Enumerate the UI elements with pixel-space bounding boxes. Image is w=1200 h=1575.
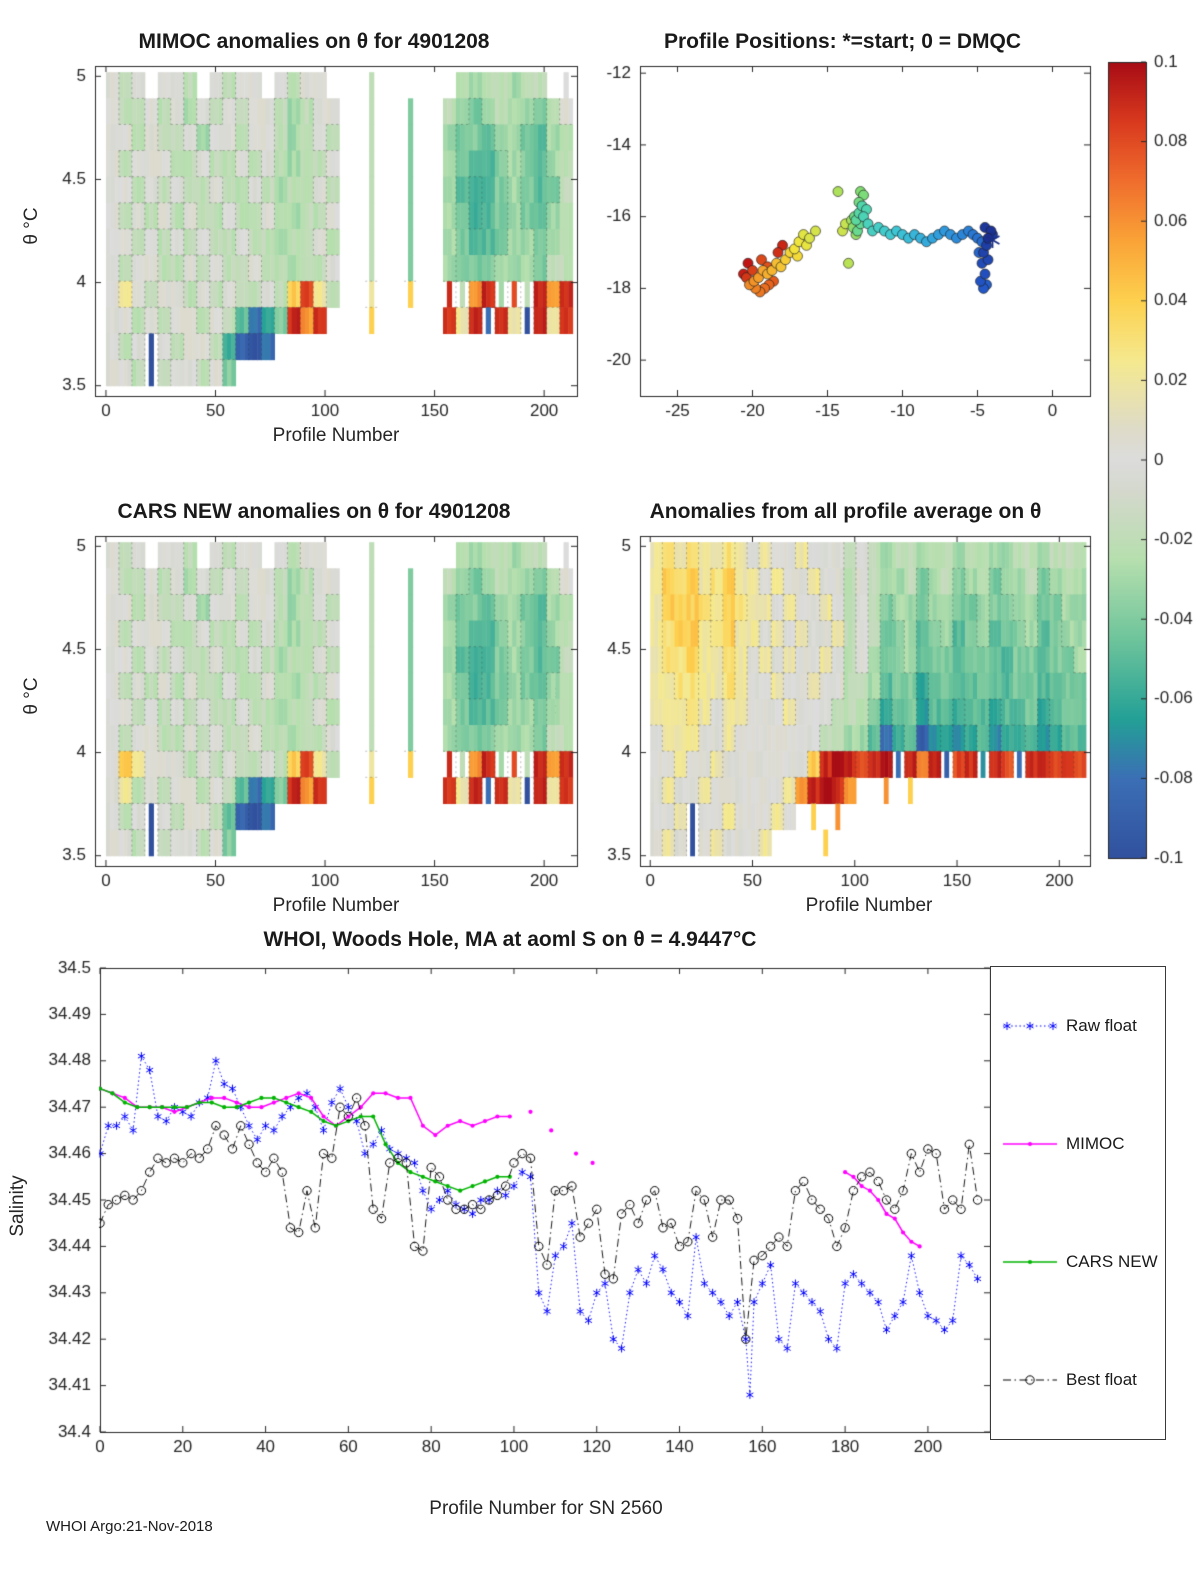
salinity-chart-title: WHOI, Woods Hole, MA at aoml S on θ = 4.… [263, 928, 757, 951]
anomaly-colorbar [1098, 50, 1200, 872]
footer-text: WHOI Argo:21-Nov-2018 [46, 1518, 213, 1535]
legend-label-raw-float: Raw float [1066, 1016, 1137, 1035]
profile-positions-canvas [585, 56, 1100, 458]
legend-sample-mimoc [1001, 1133, 1059, 1155]
legend-sample-cars-new [1001, 1251, 1059, 1273]
profile-positions-title: Profile Positions: *=start; 0 = DMQC [663, 30, 1022, 53]
legend: Raw float MIMOC CARS NEW Best float [990, 966, 1166, 1440]
legend-item-best-float: Best float [1001, 1369, 1165, 1391]
cars-heatmap-title: CARS NEW anomalies on θ for 4901208 [117, 500, 511, 523]
average-heatmap-canvas [585, 526, 1100, 928]
legend-item-mimoc: MIMOC [1001, 1133, 1165, 1155]
mimoc-heatmap-title: MIMOC anomalies on θ for 4901208 [138, 30, 490, 53]
salinity-chart-xlabel: Profile Number for SN 2560 [429, 1498, 663, 1519]
legend-item-raw-float: Raw float [1001, 1015, 1165, 1037]
cars-heatmap-canvas [38, 526, 590, 928]
mimoc-heatmap-canvas [38, 56, 590, 458]
salinity-chart-canvas [30, 952, 1000, 1502]
legend-label-best-float: Best float [1066, 1370, 1137, 1389]
salinity-chart-ylabel: Salinity [7, 1175, 28, 1237]
legend-label-mimoc: MIMOC [1066, 1134, 1125, 1153]
legend-sample-best-float [1001, 1369, 1059, 1391]
legend-sample-raw-float [1001, 1015, 1059, 1037]
legend-label-cars-new: CARS NEW [1066, 1252, 1158, 1271]
legend-item-cars-new: CARS NEW [1001, 1251, 1165, 1273]
average-heatmap-title: Anomalies from all profile average on θ [649, 500, 1042, 523]
